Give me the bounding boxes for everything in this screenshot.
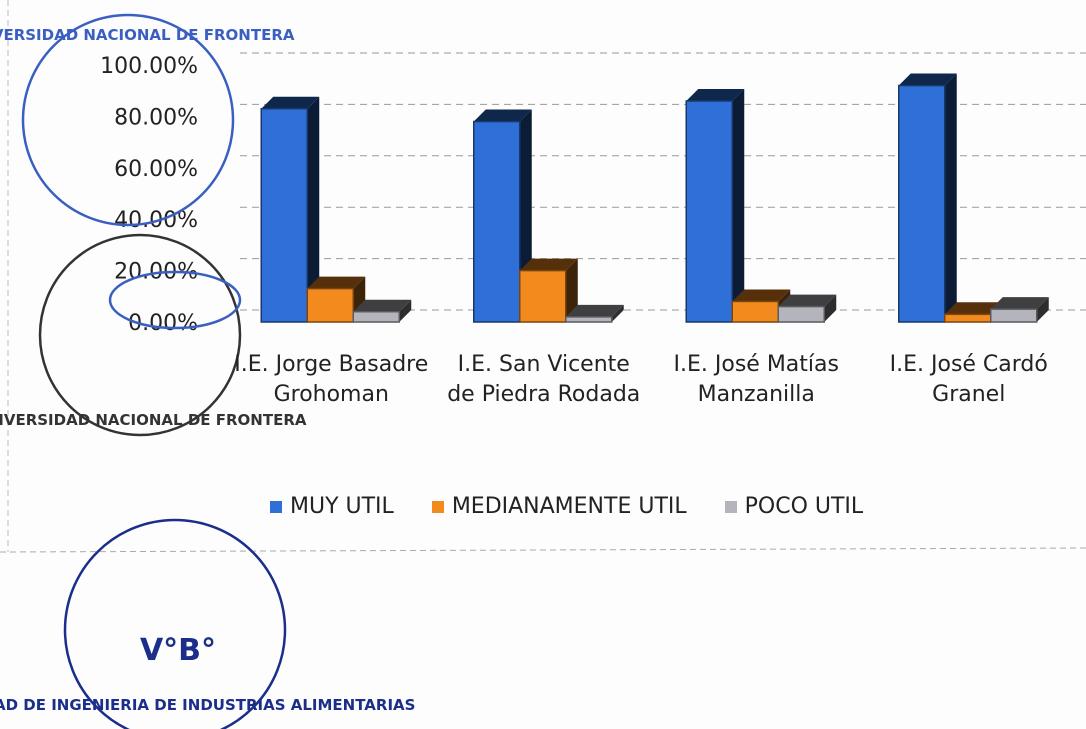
legend-swatch xyxy=(724,500,737,513)
bar-side xyxy=(399,299,412,322)
bar-top xyxy=(898,73,957,86)
legend: MUY UTIL MEDIANAMENTE UTIL POCO UTIL xyxy=(270,494,863,519)
bar-top xyxy=(473,109,532,122)
legend-swatch xyxy=(431,500,444,513)
bar xyxy=(685,88,745,323)
bar-front xyxy=(565,316,613,323)
bar-side xyxy=(944,73,957,322)
bar xyxy=(731,289,791,323)
bar xyxy=(898,73,957,323)
legend-swatch xyxy=(270,500,282,513)
bar xyxy=(519,258,578,323)
y-tick-label: 0.00% xyxy=(128,311,198,336)
bar-top xyxy=(778,294,837,307)
x-tick-label: I.E. Jorge Basadre Grohoman xyxy=(234,352,429,407)
bar-side xyxy=(1036,297,1049,322)
bar xyxy=(473,109,532,323)
y-tick-label: 60.00% xyxy=(114,157,198,182)
bar xyxy=(306,276,366,323)
bar-side xyxy=(824,294,837,322)
bar-front xyxy=(685,100,733,323)
bar-top xyxy=(990,297,1049,310)
bar-side xyxy=(611,304,624,322)
bar-top xyxy=(944,302,1003,315)
legend-label: MUY UTIL xyxy=(290,494,394,519)
bar xyxy=(777,294,837,323)
bar xyxy=(990,297,1049,323)
legend-item: POCO UTIL xyxy=(724,494,864,519)
bar-top xyxy=(261,96,320,109)
bar-top xyxy=(565,304,624,317)
bar-top xyxy=(307,276,366,289)
legend-label: POCO UTIL xyxy=(744,494,864,519)
legend-label: MEDIANAMENTE UTIL xyxy=(451,494,687,519)
bar-top xyxy=(732,289,791,302)
bar-front xyxy=(306,287,354,323)
x-tick-label: I.E. San Vicente de Piedra Rodada xyxy=(447,352,641,407)
bar xyxy=(352,299,412,323)
legend-item: MUY UTIL xyxy=(270,494,394,519)
bar-front xyxy=(990,308,1038,323)
bar-side xyxy=(307,96,320,322)
bar xyxy=(260,96,320,323)
bar-front xyxy=(731,300,779,323)
y-tick-label: 80.00% xyxy=(114,105,198,130)
bar xyxy=(565,304,624,323)
bar-side xyxy=(732,88,745,322)
y-tick-label: 40.00% xyxy=(114,208,198,233)
bar-front xyxy=(473,120,521,323)
scan-border xyxy=(0,547,1086,553)
bar-front xyxy=(944,313,992,323)
y-tick-label: 20.00% xyxy=(114,260,198,285)
bar-front xyxy=(519,269,567,323)
bar-top xyxy=(686,88,745,101)
bar-top xyxy=(519,258,578,271)
x-tick-label: I.E. José Matías Manzanilla xyxy=(673,352,839,407)
legend-item: MEDIANAMENTE UTIL xyxy=(431,494,687,519)
bar-front xyxy=(898,84,946,323)
bar-side xyxy=(565,258,578,322)
bar-front xyxy=(260,107,308,323)
x-tick-label: I.E. José Cardó Granel xyxy=(889,352,1048,407)
bar-top xyxy=(353,299,412,312)
bar-front xyxy=(352,310,400,323)
y-tick-label: 100.00% xyxy=(100,54,198,79)
bar-front xyxy=(777,305,825,323)
